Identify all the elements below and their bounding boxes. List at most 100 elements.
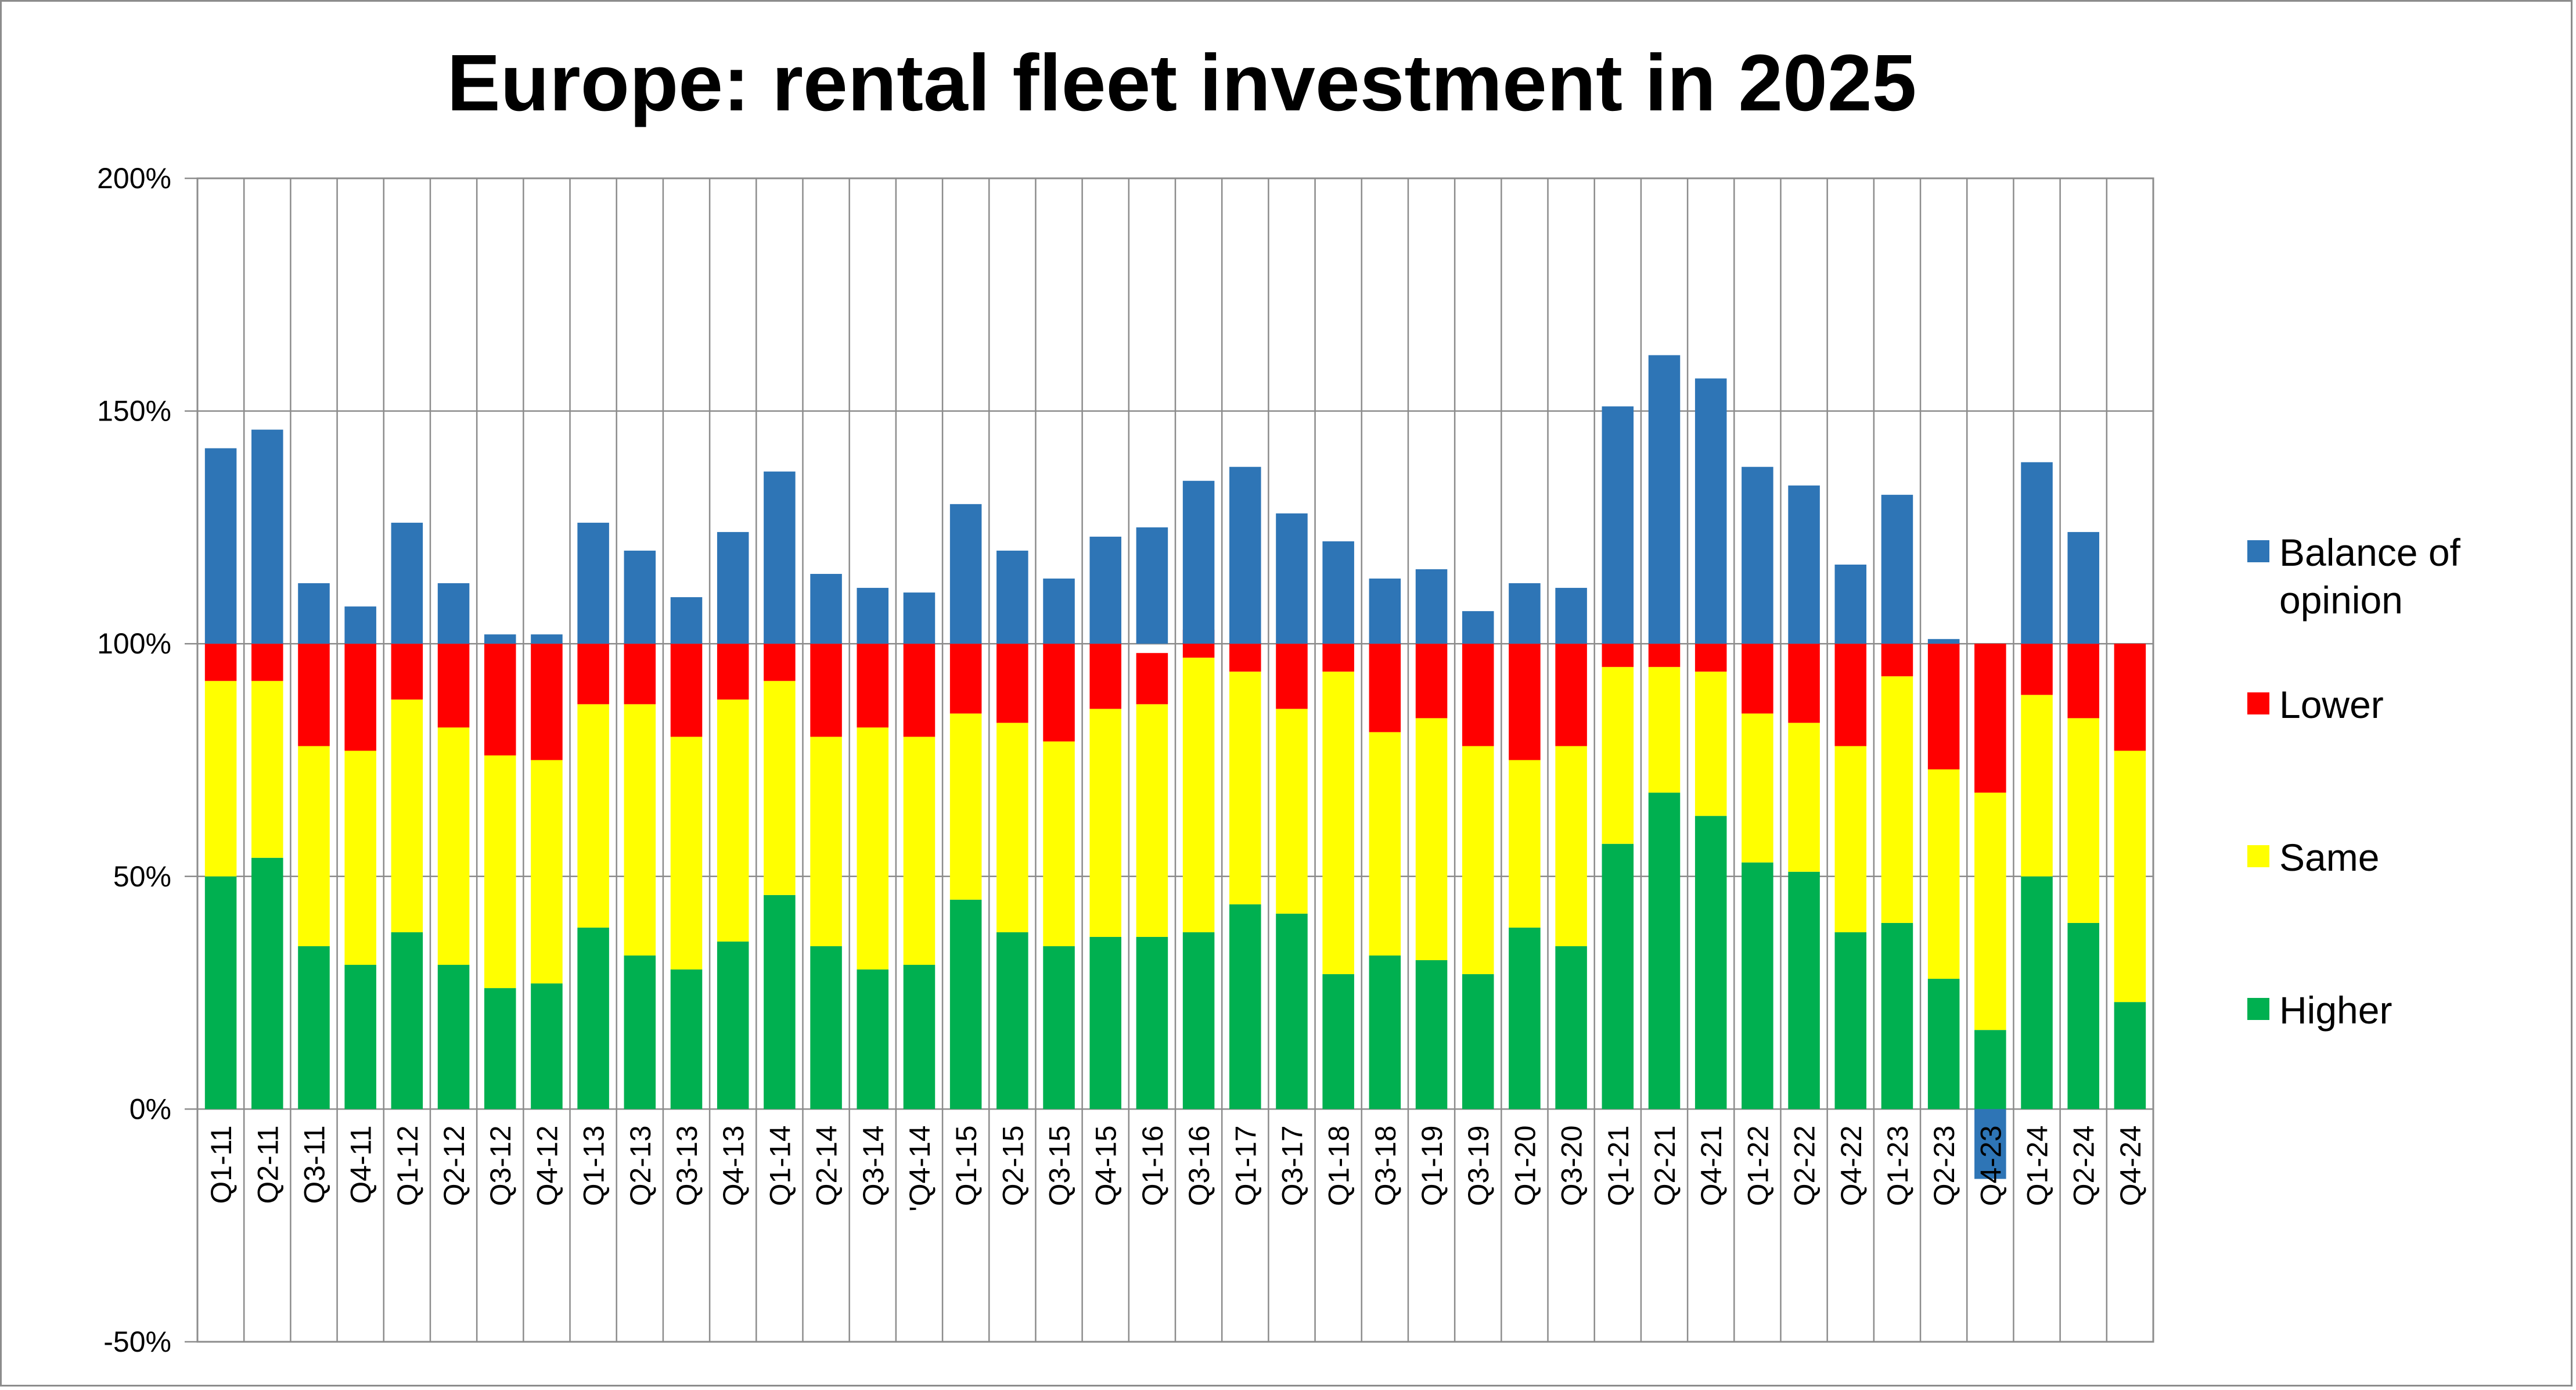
x-tick-label: Q1-20 xyxy=(1509,1125,1541,1206)
bar-lower xyxy=(298,644,330,746)
bar-balance-of-opinion xyxy=(624,550,656,644)
bar-lower xyxy=(2067,644,2099,719)
bar-lower xyxy=(717,644,749,700)
bar-lower xyxy=(2114,644,2146,751)
bar-balance-of-opinion xyxy=(1555,588,1587,644)
bar-higher xyxy=(1182,932,1215,1109)
bar-higher xyxy=(670,969,703,1109)
bar-higher xyxy=(298,946,330,1109)
legend-label: Balance of xyxy=(2279,531,2461,574)
bar-same xyxy=(391,699,423,932)
bar-same xyxy=(298,746,330,946)
y-tick-label: 50% xyxy=(113,860,171,893)
bar-higher xyxy=(1276,913,1308,1109)
bar-balance-of-opinion xyxy=(1788,485,1820,644)
bar-balance-of-opinion xyxy=(1509,583,1541,644)
x-tick-label: Q4-22 xyxy=(1835,1125,1868,1206)
y-tick-label: 0% xyxy=(129,1093,171,1125)
bar-balance-of-opinion xyxy=(1089,536,1121,644)
bar-lower xyxy=(1927,644,1960,770)
bar-balance-of-opinion xyxy=(857,588,889,644)
bar-higher xyxy=(484,988,516,1109)
y-tick-label: 100% xyxy=(97,627,171,660)
bar-balance-of-opinion xyxy=(298,583,330,644)
legend-swatch-lower xyxy=(2247,692,2269,714)
bar-same xyxy=(1136,704,1168,937)
bar-lower xyxy=(1462,644,1494,746)
bar-lower xyxy=(764,644,796,681)
bar-lower xyxy=(1694,644,1727,672)
bar-lower xyxy=(1229,644,1261,672)
legend-label: Same xyxy=(2279,836,2379,879)
bar-lower xyxy=(670,644,703,737)
bar-higher xyxy=(717,941,749,1109)
x-tick-label: Q4-24 xyxy=(2114,1125,2147,1206)
bar-balance-of-opinion xyxy=(2021,462,2053,644)
bar-higher xyxy=(1694,816,1727,1109)
bar-lower xyxy=(577,644,609,705)
bar-higher xyxy=(1415,960,1448,1109)
bar-balance-of-opinion xyxy=(1462,611,1494,644)
bar-balance-of-opinion xyxy=(764,471,796,644)
bar-same xyxy=(1881,676,1913,923)
bar-lower xyxy=(624,644,656,705)
bar-same xyxy=(903,737,936,965)
bar-balance-of-opinion xyxy=(717,531,749,644)
bar-lower xyxy=(1788,644,1820,723)
legend-swatch-same xyxy=(2247,845,2269,867)
bar-same xyxy=(1509,760,1541,928)
bar-balance-of-opinion xyxy=(670,597,703,644)
bar-same xyxy=(1322,671,1354,975)
x-tick-label: Q3-19 xyxy=(1462,1125,1495,1206)
bar-higher xyxy=(1927,979,1960,1109)
bar-lower xyxy=(857,644,889,728)
x-tick-label: Q3-16 xyxy=(1183,1125,1215,1206)
bar-same xyxy=(996,723,1028,932)
bar-same xyxy=(810,737,842,946)
bar-same xyxy=(1694,671,1727,816)
bar-lower xyxy=(1648,644,1681,667)
bar-same xyxy=(344,750,376,965)
bar-same xyxy=(1089,709,1121,937)
bar-balance-of-opinion xyxy=(810,574,842,644)
bar-same xyxy=(577,704,609,928)
legend-label: Higher xyxy=(2279,989,2392,1032)
bar-higher xyxy=(1555,946,1587,1109)
bar-same xyxy=(857,727,889,970)
bar-same xyxy=(251,681,283,858)
x-tick-label: Q2-14 xyxy=(811,1125,843,1206)
bar-lower xyxy=(1974,644,2006,793)
bar-higher xyxy=(251,857,283,1109)
bar-same xyxy=(717,699,749,942)
y-tick-label: -50% xyxy=(103,1326,171,1358)
legend-swatch-balance-of-opinion xyxy=(2247,540,2269,562)
bar-lower xyxy=(2021,644,2053,695)
x-tick-label: Q2-11 xyxy=(251,1125,284,1204)
bar-higher xyxy=(2114,1002,2146,1109)
bar-higher xyxy=(624,956,656,1109)
bar-higher xyxy=(1648,792,1681,1109)
bar-lower xyxy=(437,644,470,728)
bar-same xyxy=(1742,713,1773,863)
bar-higher xyxy=(857,969,889,1109)
x-tick-label: Q1-11 xyxy=(205,1125,238,1204)
bar-lower xyxy=(1322,644,1354,672)
x-tick-label: Q2-12 xyxy=(438,1125,470,1206)
bar-same xyxy=(1555,746,1587,946)
legend: Balance of opinion Lower Same Higher xyxy=(2247,531,2461,1032)
bar-higher xyxy=(764,895,796,1109)
bar-same xyxy=(1834,746,1867,932)
bar-higher xyxy=(949,899,982,1109)
x-tick-label: Q3-18 xyxy=(1369,1125,1402,1206)
x-tick-label: Q4-15 xyxy=(1090,1125,1122,1206)
bar-lower xyxy=(996,644,1028,723)
bar-lower xyxy=(949,644,982,714)
bar-lower xyxy=(810,644,842,737)
bar-balance-of-opinion xyxy=(1927,639,1960,644)
bar-lower xyxy=(1276,644,1308,709)
bar-balance-of-opinion xyxy=(1182,480,1215,644)
bar-lower xyxy=(1602,644,1634,667)
bar-same xyxy=(1276,709,1308,914)
bar-balance-of-opinion xyxy=(437,583,470,644)
x-tick-label: Q1-12 xyxy=(391,1125,424,1206)
